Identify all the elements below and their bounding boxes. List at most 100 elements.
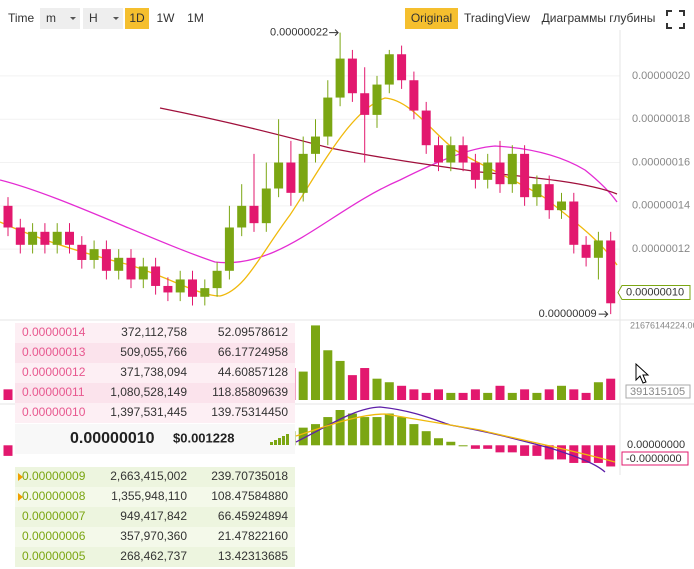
order-total: 21.47822160 [218, 529, 288, 543]
fullscreen-icon[interactable] [666, 10, 685, 29]
volume-bar [507, 392, 517, 400]
candle-body [89, 249, 99, 260]
order-price: 0.00000009 [22, 469, 86, 483]
macd-bar [520, 445, 530, 456]
orderbook-row[interactable] [15, 403, 295, 423]
candle-body [581, 244, 591, 258]
volume-bar [581, 392, 591, 400]
active-button[interactable] [125, 8, 149, 29]
volume-bar [532, 392, 542, 400]
toolbar-button[interactable]: Time [8, 11, 35, 25]
candle-body [114, 257, 124, 271]
toolbar-button[interactable]: 1M [187, 11, 204, 25]
volume-bar [3, 389, 13, 400]
candle-body [151, 266, 161, 286]
macd-bar [495, 445, 505, 453]
orderbook-row[interactable] [15, 507, 295, 527]
toolbar-button[interactable]: Original [411, 11, 452, 25]
ma-slow [0, 145, 618, 264]
candle-body [286, 162, 296, 193]
volume-bar [544, 389, 554, 400]
dropdown-arrow[interactable] [113, 17, 119, 20]
orderbook-row[interactable] [15, 487, 295, 507]
active-button[interactable] [405, 8, 458, 29]
signal-icon [282, 436, 285, 445]
candle-body [360, 93, 370, 115]
volume-bar [483, 392, 493, 400]
dropdown[interactable] [40, 8, 80, 29]
candle-body [434, 145, 443, 163]
volume-bar [495, 385, 505, 400]
low-arrow [598, 310, 609, 318]
orderbook-row[interactable] [15, 547, 295, 567]
volume-bar [323, 350, 333, 400]
y-tick-label: 0.00000016 [632, 156, 690, 168]
orderbook-row[interactable] [15, 363, 295, 383]
order-price: 0.00000011 [22, 385, 85, 399]
volume-bar [298, 371, 308, 400]
candle-body [470, 162, 480, 180]
candle-body [15, 227, 25, 245]
volume-bar [557, 385, 566, 400]
candle-body [3, 205, 13, 228]
toolbar-button[interactable]: 1W [157, 11, 176, 25]
volume-bar [311, 325, 320, 400]
high-label: 0.00000022 [270, 27, 328, 39]
toolbar-button[interactable]: 1D [129, 11, 145, 25]
signal-icon [286, 434, 289, 445]
volume-bar [409, 389, 419, 400]
last-price-marker [617, 284, 691, 300]
orderbook-row[interactable] [15, 383, 295, 403]
fullscreen-glyph[interactable] [666, 10, 685, 29]
candle-body [274, 162, 284, 189]
macd-bar [298, 427, 308, 446]
macd-bar [470, 445, 480, 449]
candle-body [212, 270, 222, 289]
candle-body [372, 84, 382, 115]
macd-lines [295, 406, 616, 473]
candle-body [593, 240, 603, 258]
macd-bar [347, 413, 357, 446]
mid-usd: $0.001228 [173, 430, 234, 445]
orderbook-row[interactable] [15, 467, 295, 487]
macd-bar [507, 445, 517, 453]
orderbook-row[interactable] [15, 527, 295, 547]
dropdown-arrow[interactable] [70, 17, 76, 20]
candle-body [28, 231, 38, 245]
volume-last-label: 391315105 [630, 386, 685, 398]
toolbar-button[interactable]: H [89, 11, 98, 25]
macd-bar [532, 445, 542, 456]
order-amount: 949,417,842 [120, 509, 187, 523]
order-total: 108.47584880 [211, 489, 288, 503]
macd-bar [335, 410, 345, 446]
candle-body [237, 205, 247, 228]
candle-body [483, 162, 493, 180]
candle-body [458, 145, 468, 163]
volume-bar [372, 378, 382, 400]
row-marker [18, 473, 23, 481]
volume-bar [434, 389, 443, 400]
orderbook-row[interactable] [15, 343, 295, 363]
y-tick-label: 0.00000012 [632, 243, 690, 255]
candle-body [544, 184, 554, 211]
candle-body [397, 54, 407, 81]
orderbook-row[interactable] [15, 323, 295, 343]
candle-body [101, 249, 111, 271]
macd-bar [360, 417, 370, 446]
order-amount: 2,663,415,002 [110, 469, 187, 483]
order-total: 118.85809639 [212, 385, 288, 399]
volume-bar [593, 382, 603, 400]
macd-bar [483, 445, 493, 449]
low-label: 0.00000009 [539, 308, 597, 320]
volume-bar [569, 389, 579, 400]
toolbar-button[interactable]: Диаграммы глубины [542, 11, 656, 25]
candle-body [335, 58, 345, 98]
macd-bar [372, 417, 382, 446]
candle-body [65, 231, 74, 245]
candle-body [409, 80, 419, 111]
dropdown[interactable] [83, 8, 123, 29]
toolbar-button[interactable]: m [46, 11, 56, 25]
high-arrow [329, 29, 339, 36]
toolbar-button[interactable]: TradingView [464, 11, 530, 25]
candle-body [138, 266, 148, 280]
